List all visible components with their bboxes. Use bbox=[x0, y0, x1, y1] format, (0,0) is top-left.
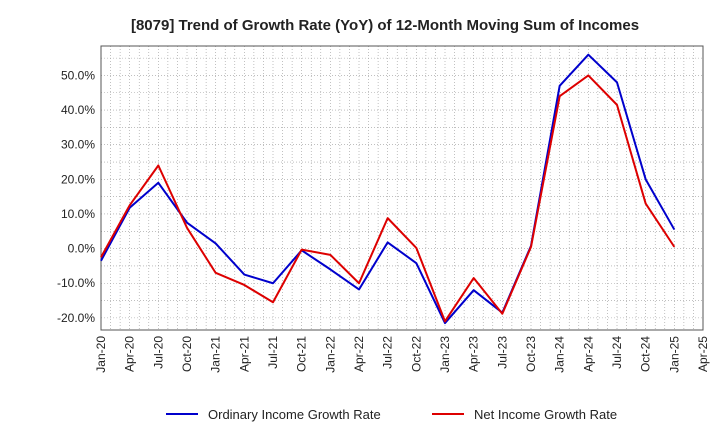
x-tick-label: Jul-21 bbox=[266, 336, 280, 369]
x-tick-label: Jul-20 bbox=[151, 336, 165, 369]
x-tick-label: Oct-21 bbox=[295, 336, 309, 372]
x-tick-label: Jul-24 bbox=[610, 336, 624, 369]
series-line-ordinary-income bbox=[100, 53, 676, 325]
x-tick-label: Apr-20 bbox=[123, 336, 137, 372]
legend-label-ordinary: Ordinary Income Growth Rate bbox=[208, 407, 381, 422]
x-tick-label: Jan-25 bbox=[667, 336, 681, 373]
legend-label-net: Net Income Growth Rate bbox=[474, 407, 617, 422]
x-tick-label: Jul-22 bbox=[381, 336, 395, 369]
x-tick-label: Jul-23 bbox=[495, 336, 509, 369]
x-tick-label: Jan-22 bbox=[323, 336, 337, 373]
y-tick-label: 40.0% bbox=[61, 103, 95, 117]
x-tick-label: Jan-23 bbox=[438, 336, 452, 373]
series-lines bbox=[100, 53, 676, 325]
x-axis-ticks: Jan-20 Apr-20 Jul-20 Oct-20 Jan-21 Apr-21 Jul-… bbox=[94, 336, 710, 373]
x-tick-label: Apr-25 bbox=[696, 336, 710, 372]
y-tick-label: 50.0% bbox=[61, 68, 95, 82]
y-tick-label: -10.0% bbox=[57, 276, 95, 290]
x-tick-label: Oct-24 bbox=[639, 336, 653, 372]
y-tick-label: -20.0% bbox=[57, 311, 95, 325]
y-tick-label: 30.0% bbox=[61, 138, 95, 152]
series-line-net-income bbox=[100, 74, 676, 323]
x-tick-label: Oct-22 bbox=[409, 336, 423, 372]
x-tick-label: Apr-24 bbox=[581, 336, 595, 372]
x-tick-label: Oct-20 bbox=[180, 336, 194, 372]
plot-area bbox=[101, 46, 703, 330]
chart-title: [8079] Trend of Growth Rate (YoY) of 12-… bbox=[131, 17, 639, 34]
x-tick-label: Apr-22 bbox=[352, 336, 366, 372]
y-tick-label: 0.0% bbox=[68, 242, 96, 256]
x-tick-label: Oct-23 bbox=[524, 336, 538, 372]
legend: Ordinary Income Growth Rate Net Income G… bbox=[166, 407, 617, 422]
y-axis-ticks: -20.0% -10.0% 0.0% 10.0% 20.0% 30.0% 40.0% 50.0… bbox=[57, 68, 95, 324]
y-tick-label: 10.0% bbox=[61, 207, 95, 221]
x-tick-label: Jan-24 bbox=[553, 336, 567, 373]
y-tick-label: 20.0% bbox=[61, 172, 95, 186]
x-tick-label: Jan-20 bbox=[94, 336, 108, 373]
x-tick-label: Apr-23 bbox=[467, 336, 481, 372]
grid bbox=[101, 46, 703, 330]
x-tick-label: Apr-21 bbox=[237, 336, 251, 372]
plot-border bbox=[100, 45, 704, 331]
x-tick-label: Jan-21 bbox=[209, 336, 223, 373]
